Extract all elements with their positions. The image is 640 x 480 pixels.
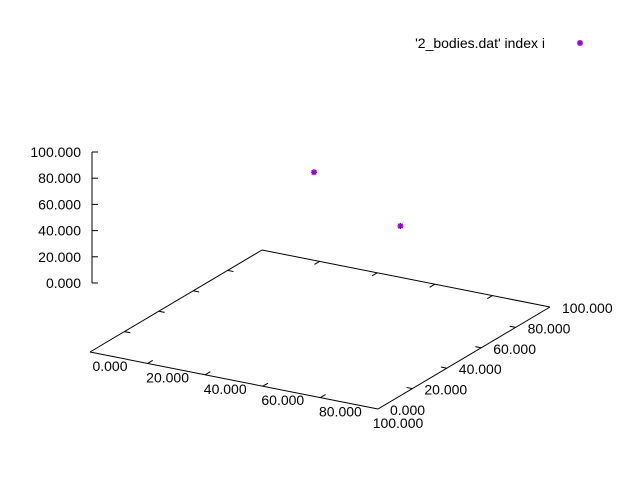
legend-star bbox=[577, 40, 583, 46]
y-tick bbox=[509, 325, 516, 328]
y-tick-label: 100.000 bbox=[562, 300, 613, 316]
z-tick-label: 60.000 bbox=[38, 196, 81, 212]
x-tick bbox=[320, 394, 326, 399]
z-tick-label: 20.000 bbox=[38, 249, 81, 265]
x-tick bbox=[147, 359, 154, 364]
data-point bbox=[311, 169, 317, 176]
base-edge-right bbox=[377, 306, 551, 410]
legend-label: '2_bodies.dat' index i bbox=[415, 35, 545, 51]
data-points bbox=[311, 169, 404, 229]
x-tick-back bbox=[371, 272, 378, 277]
x-tick-back bbox=[429, 283, 436, 288]
y-tick-label: 80.000 bbox=[528, 320, 571, 336]
x-tick-label: 100.000 bbox=[373, 415, 424, 431]
x-axis-ticks: 0.000 20.000 40.000 60.000 80.000 100.000 bbox=[92, 260, 493, 431]
x-tick-back bbox=[486, 295, 493, 300]
x-axis-line bbox=[89, 351, 379, 410]
x-tick-label: 80.000 bbox=[319, 404, 362, 420]
marker-stroke bbox=[577, 40, 583, 46]
y-tick bbox=[440, 366, 447, 369]
data-point bbox=[397, 223, 404, 229]
x-tick-label: 60.000 bbox=[261, 392, 304, 408]
legend-marker bbox=[577, 40, 583, 46]
y-tick-label: 20.000 bbox=[424, 382, 467, 398]
y-tick bbox=[406, 386, 413, 390]
x-tick-label: 40.000 bbox=[204, 381, 247, 397]
y-tick-label: 60.000 bbox=[493, 341, 536, 357]
x-tick-label: 20.000 bbox=[146, 369, 189, 385]
marker-stroke bbox=[397, 223, 404, 229]
y-tick-left bbox=[158, 310, 165, 313]
x-tick-back bbox=[314, 260, 320, 265]
y-tick-label: 40.000 bbox=[459, 361, 502, 377]
marker-stroke bbox=[311, 169, 317, 176]
z-tick-label: 100.000 bbox=[30, 144, 81, 160]
y-tick-label: 0.000 bbox=[390, 402, 425, 418]
base-edge-left bbox=[89, 249, 263, 353]
legend: '2_bodies.dat' index i bbox=[415, 35, 583, 51]
z-axis: 0.000 20.000 40.000 60.000 80.000 100.000 bbox=[30, 144, 98, 291]
axis-base-frame bbox=[89, 249, 551, 410]
y-tick-left bbox=[124, 331, 131, 334]
z-tick-label: 40.000 bbox=[38, 223, 81, 239]
z-tick-label: 80.000 bbox=[38, 170, 81, 186]
y-tick-left bbox=[227, 269, 234, 273]
base-edge-back bbox=[261, 249, 551, 308]
x-tick-label: 0.000 bbox=[92, 358, 127, 374]
y-axis-ticks: 0.000 20.000 40.000 60.000 80.000 100.000 bbox=[124, 269, 613, 418]
y-tick-left bbox=[193, 290, 200, 293]
x-tick bbox=[204, 371, 211, 376]
y-tick bbox=[475, 346, 482, 349]
z-tick-label: 0.000 bbox=[46, 275, 81, 291]
x-tick bbox=[262, 382, 269, 387]
